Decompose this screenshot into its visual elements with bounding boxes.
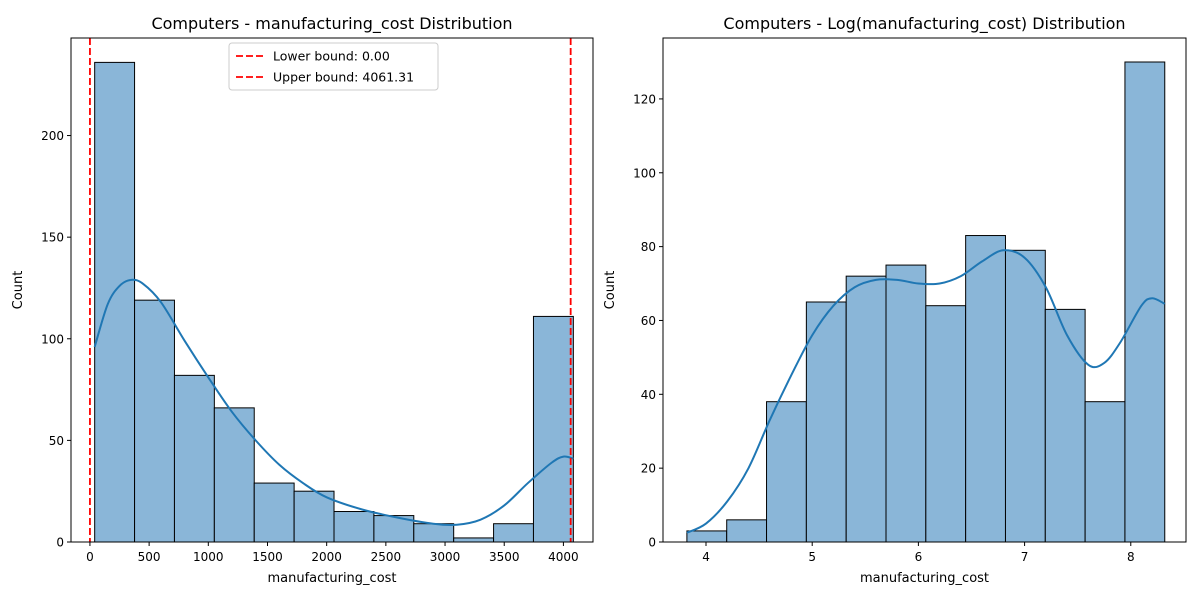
y-axis-label: Count bbox=[11, 271, 26, 310]
histogram-bar bbox=[413, 523, 455, 543]
histogram-bar bbox=[253, 482, 295, 543]
histogram-bar bbox=[173, 374, 215, 543]
y-tick-label: 0 bbox=[648, 536, 656, 550]
histogram-bar bbox=[213, 407, 255, 543]
histogram-bar bbox=[965, 235, 1006, 543]
left-histogram-chart: 0 500 1000 1500 2000 2500 3000 3500 4000 0 50 100 15… bbox=[11, 14, 594, 586]
histogram-bar bbox=[1084, 401, 1126, 543]
x-tick-label: 0 bbox=[86, 550, 94, 564]
chart-title: Computers - Log(manufacturing_cost) Dist… bbox=[723, 14, 1125, 34]
x-tick-label: 5 bbox=[808, 550, 816, 564]
y-tick-label: 120 bbox=[633, 92, 656, 106]
histogram-bar bbox=[766, 401, 807, 543]
y-tick-label: 150 bbox=[41, 231, 64, 245]
x-tick-label: 1500 bbox=[252, 550, 283, 564]
histogram-bar bbox=[94, 61, 136, 543]
histogram-bar bbox=[925, 305, 967, 543]
x-tick-label: 500 bbox=[138, 550, 161, 564]
y-tick-label: 20 bbox=[641, 462, 656, 476]
y-tick-label: 60 bbox=[641, 314, 656, 328]
histogram-bar bbox=[493, 523, 534, 543]
histogram-bar bbox=[885, 264, 927, 543]
x-tick-label: 7 bbox=[1021, 550, 1029, 564]
x-tick-label: 2000 bbox=[311, 550, 342, 564]
axes-frame bbox=[662, 37, 1187, 543]
axes-frame bbox=[70, 37, 594, 543]
x-tick-label: 1000 bbox=[193, 550, 224, 564]
histogram-bar bbox=[453, 537, 495, 543]
histogram-bar bbox=[726, 519, 768, 543]
x-tick-label: 8 bbox=[1127, 550, 1135, 564]
histogram-bar bbox=[686, 530, 728, 543]
y-tick-label: 200 bbox=[41, 129, 64, 143]
legend-label: Upper bound: 4061.31 bbox=[273, 70, 414, 85]
y-tick-label: 80 bbox=[641, 240, 656, 254]
x-axis-label: manufacturing_cost bbox=[860, 571, 989, 586]
y-tick-label: 100 bbox=[41, 332, 64, 346]
kde-curve bbox=[686, 249, 1166, 534]
y-tick-label: 50 bbox=[49, 434, 64, 448]
histogram-bar bbox=[532, 315, 574, 543]
histogram-bar bbox=[1044, 308, 1086, 543]
x-tick-label: 4 bbox=[702, 550, 710, 564]
chart-title: Computers - manufacturing_cost Distribut… bbox=[151, 14, 512, 34]
x-tick-label: 2500 bbox=[371, 550, 402, 564]
y-tick-label: 100 bbox=[633, 166, 656, 180]
x-axis-label: manufacturing_cost bbox=[267, 571, 396, 586]
y-tick-label: 0 bbox=[56, 536, 64, 550]
y-tick-label: 40 bbox=[641, 388, 656, 402]
histogram-bar bbox=[134, 299, 175, 543]
histogram-bar bbox=[805, 301, 847, 543]
kde-curve bbox=[93, 278, 574, 527]
histogram-bar bbox=[333, 511, 375, 543]
y-axis-label: Count bbox=[603, 271, 618, 310]
x-tick-label: 6 bbox=[915, 550, 923, 564]
x-tick-label: 3000 bbox=[430, 550, 461, 564]
legend: Lower bound: 0.00 Upper bound: 4061.31 bbox=[228, 42, 439, 91]
x-tick-label: 4000 bbox=[548, 550, 579, 564]
legend-box bbox=[228, 42, 439, 91]
histogram-bar bbox=[845, 275, 887, 543]
legend-label: Lower bound: 0.00 bbox=[273, 49, 390, 64]
histogram-bar bbox=[1004, 249, 1046, 543]
x-tick-label: 3500 bbox=[489, 550, 520, 564]
